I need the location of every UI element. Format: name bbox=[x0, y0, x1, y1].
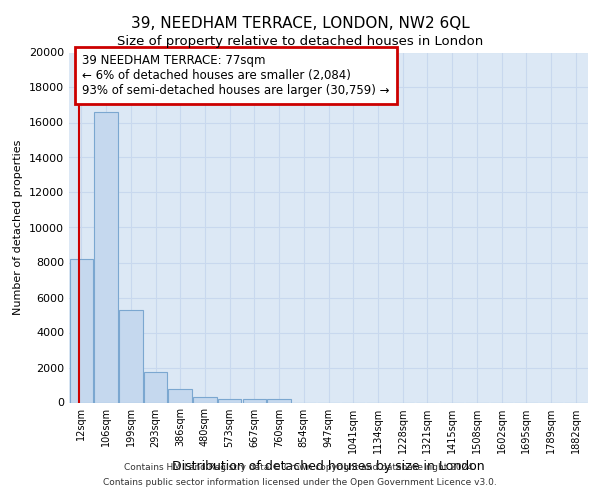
Bar bbox=[193, 397, 217, 402]
Text: Contains HM Land Registry data © Crown copyright and database right 2024.: Contains HM Land Registry data © Crown c… bbox=[124, 463, 476, 472]
Text: 39, NEEDHAM TERRACE, LONDON, NW2 6QL: 39, NEEDHAM TERRACE, LONDON, NW2 6QL bbox=[131, 16, 469, 31]
Text: Contains public sector information licensed under the Open Government Licence v3: Contains public sector information licen… bbox=[103, 478, 497, 487]
Y-axis label: Number of detached properties: Number of detached properties bbox=[13, 140, 23, 315]
Bar bbox=[70, 259, 93, 402]
Bar bbox=[169, 388, 192, 402]
Bar bbox=[218, 399, 241, 402]
X-axis label: Distribution of detached houses by size in London: Distribution of detached houses by size … bbox=[172, 460, 485, 473]
Bar bbox=[144, 372, 167, 402]
Bar bbox=[94, 112, 118, 403]
Bar bbox=[119, 310, 143, 402]
Bar bbox=[242, 399, 266, 402]
Bar bbox=[268, 399, 291, 402]
Text: 39 NEEDHAM TERRACE: 77sqm
← 6% of detached houses are smaller (2,084)
93% of sem: 39 NEEDHAM TERRACE: 77sqm ← 6% of detach… bbox=[82, 54, 389, 97]
Text: Size of property relative to detached houses in London: Size of property relative to detached ho… bbox=[117, 35, 483, 48]
